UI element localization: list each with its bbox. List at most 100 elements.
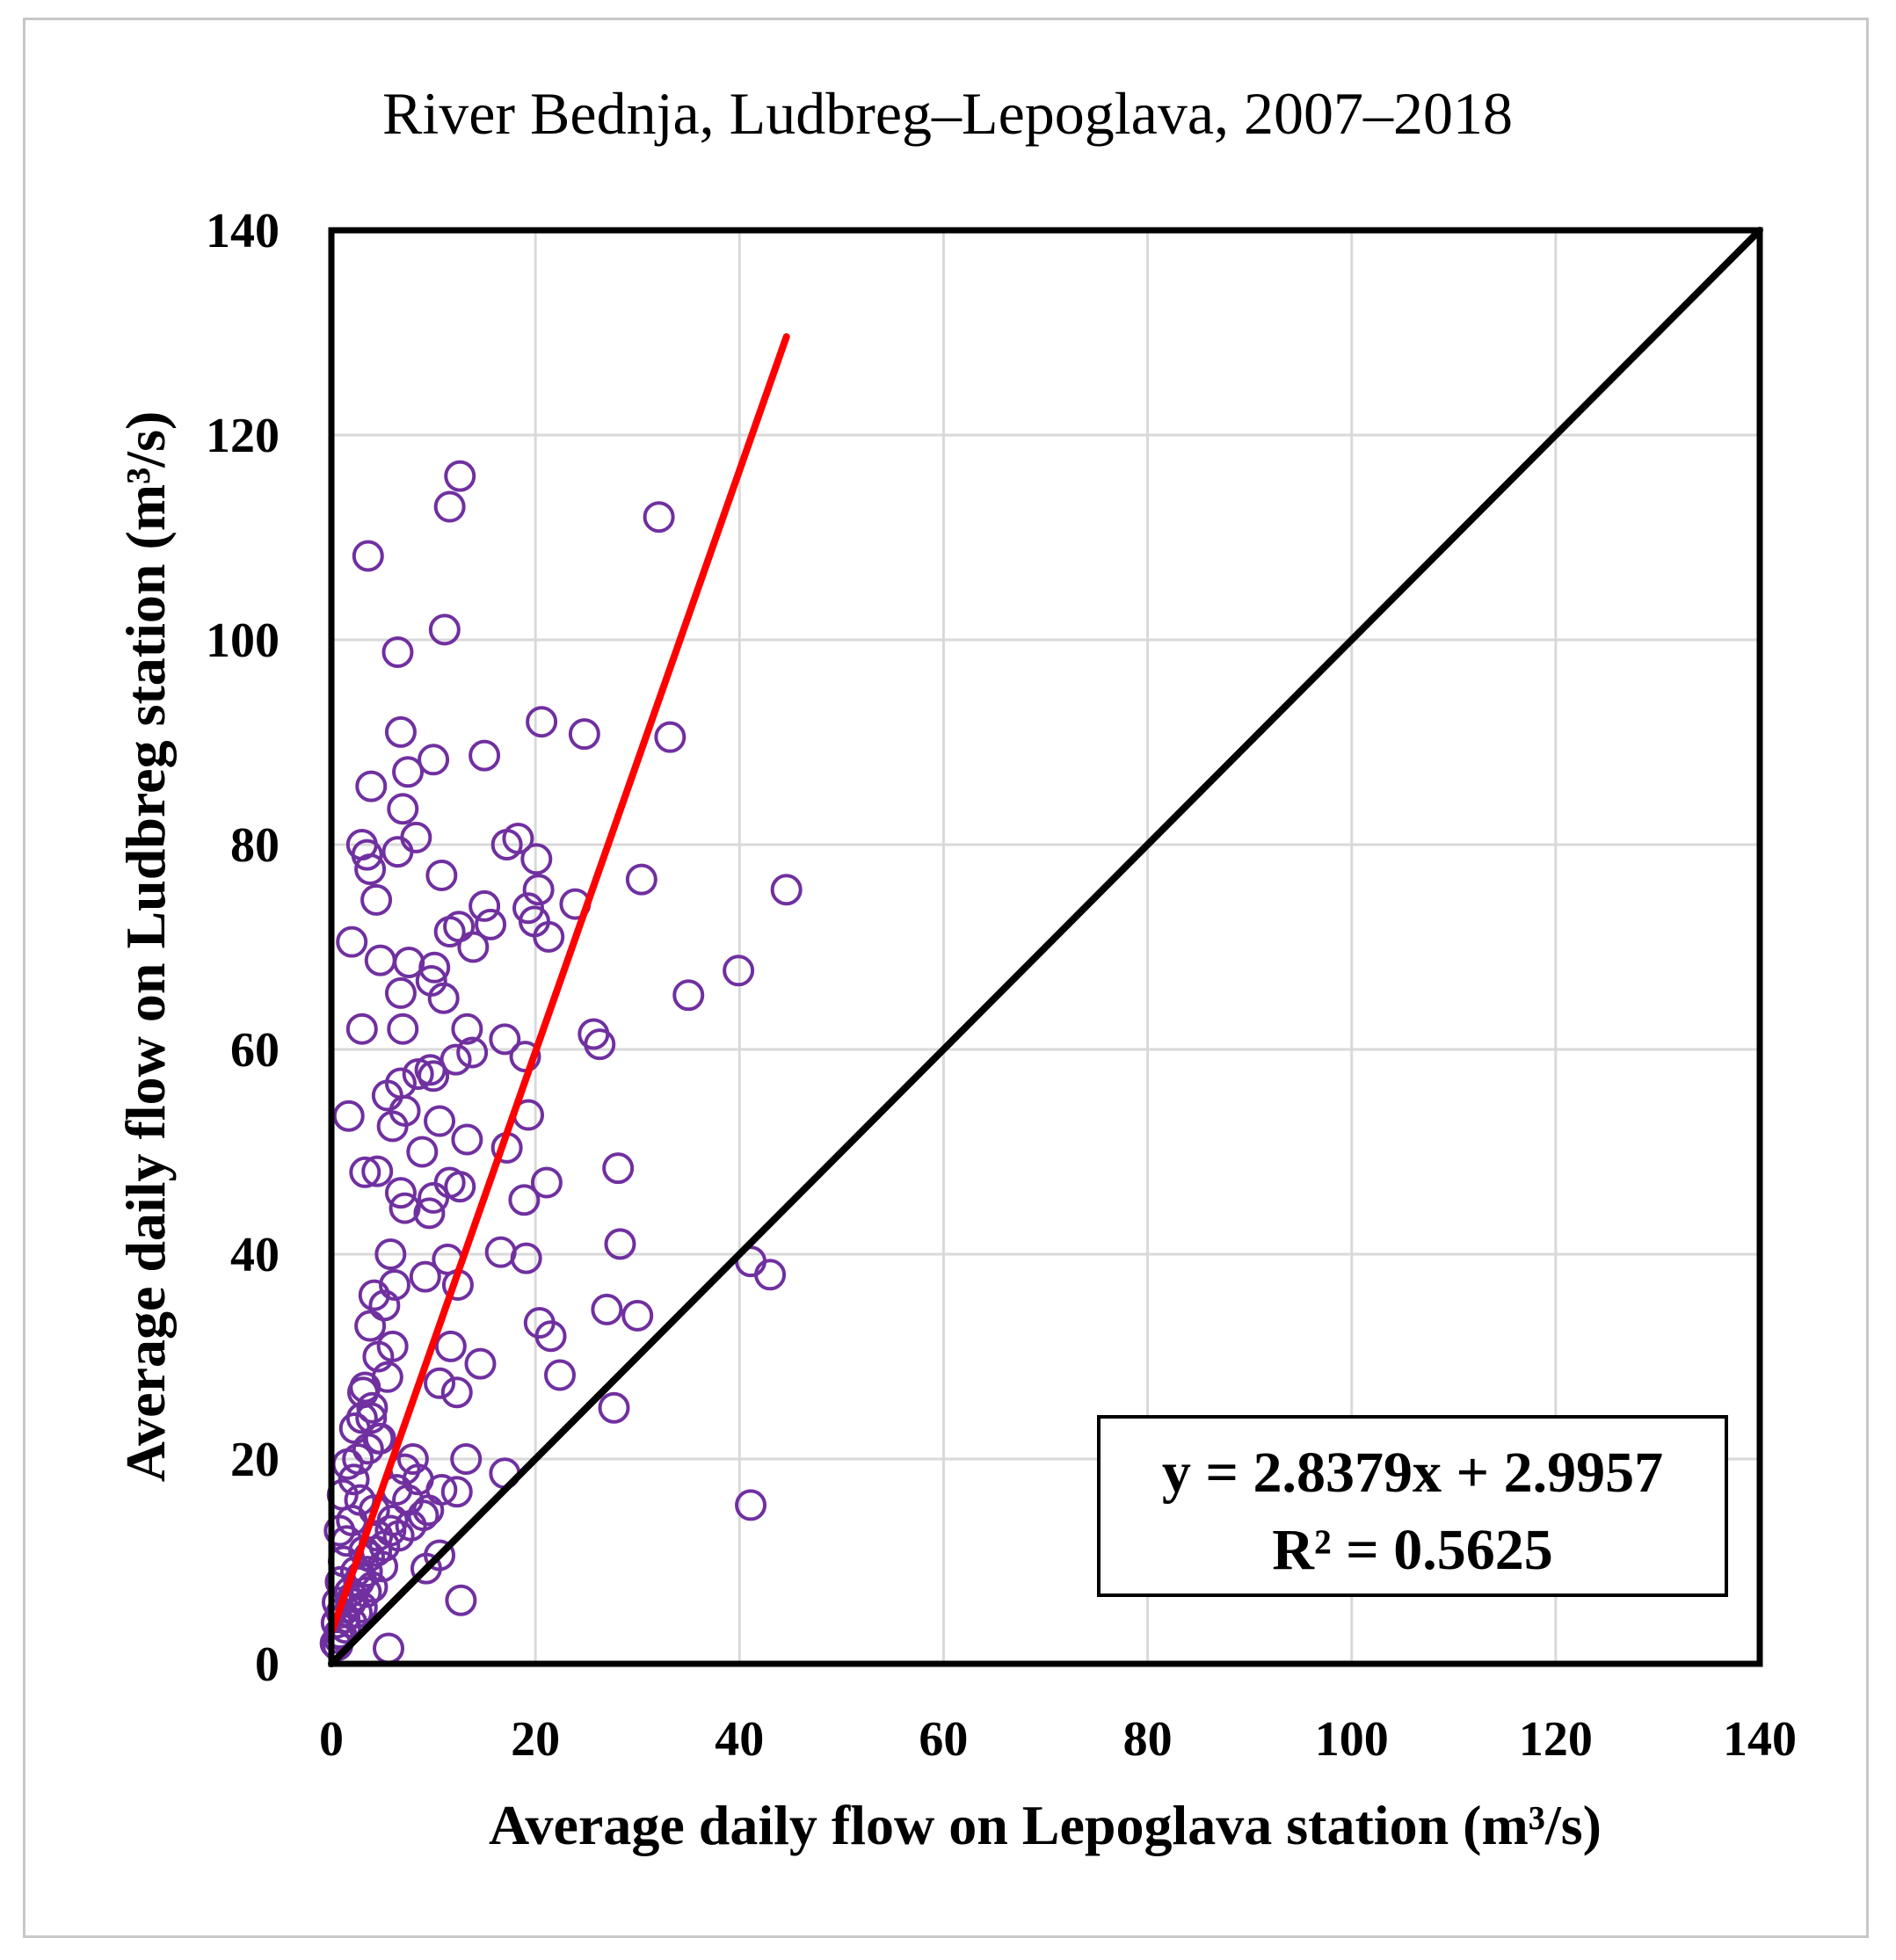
data-point-0-0 <box>444 460 476 492</box>
x-tick-label-6: 120 <box>1519 1712 1593 1767</box>
scatter-points <box>319 460 803 1665</box>
data-point-0-79 <box>604 1228 636 1260</box>
y-tick-label-2: 40 <box>230 1228 280 1282</box>
data-point-0-112 <box>371 1361 403 1393</box>
data-point-0-69 <box>602 1152 635 1185</box>
data-point-0-47 <box>387 1013 419 1045</box>
data-point-0-88 <box>621 1299 654 1332</box>
data-point-0-91 <box>434 1330 467 1362</box>
reference-lines <box>328 227 1763 1667</box>
data-point-0-26 <box>522 874 555 906</box>
data-point-0-1 <box>433 490 466 523</box>
data-point-0-59 <box>402 1057 434 1090</box>
data-point-0-151 <box>356 1571 389 1603</box>
data-point-0-111 <box>356 1391 389 1424</box>
data-point-0-43 <box>384 976 417 1009</box>
x-tick-label-0: 0 <box>319 1712 344 1767</box>
data-point-0-158 <box>350 1576 382 1608</box>
data-point-0-75 <box>508 1184 541 1216</box>
data-point-0-5 <box>381 635 414 668</box>
data-point-0-142 <box>337 1581 369 1614</box>
data-point-0-78 <box>413 1197 446 1230</box>
data-point-0-106 <box>354 1310 387 1342</box>
data-point-0-44 <box>427 982 460 1014</box>
data-point-0-12 <box>392 756 425 788</box>
data-point-0-170 <box>323 1514 356 1547</box>
data-point-0-48 <box>451 1013 483 1045</box>
data-point-0-56 <box>418 1060 450 1093</box>
data-point-0-90 <box>534 1320 567 1353</box>
data-point-0-71 <box>530 1166 563 1199</box>
data-point-0-100 <box>735 1489 767 1521</box>
data-point-0-68 <box>349 1156 381 1188</box>
data-point-0-84 <box>754 1259 787 1291</box>
data-point-0-109 <box>376 1330 409 1362</box>
data-point-0-131 <box>396 1443 429 1475</box>
data-point-0-51 <box>489 1023 521 1056</box>
data-point-0-55 <box>456 1036 489 1069</box>
data-point-0-63 <box>376 1110 409 1143</box>
x-tick-label-7: 140 <box>1723 1712 1797 1767</box>
data-point-0-6 <box>526 706 558 738</box>
data-point-0-167 <box>338 1412 371 1445</box>
data-point-0-13 <box>355 770 388 802</box>
data-point-0-93 <box>544 1359 576 1391</box>
data-point-0-54 <box>439 1043 472 1076</box>
data-point-0-62 <box>424 1105 456 1137</box>
data-point-0-163 <box>425 1473 458 1506</box>
data-point-0-16 <box>381 836 414 868</box>
data-point-0-67 <box>406 1136 439 1168</box>
data-point-0-77 <box>418 1181 450 1214</box>
data-point-0-85 <box>409 1260 441 1293</box>
data-point-0-81 <box>510 1242 542 1274</box>
data-point-0-80 <box>484 1236 517 1268</box>
data-point-0-10 <box>469 739 501 772</box>
data-point-0-103 <box>410 1552 442 1585</box>
data-point-0-24 <box>425 859 458 891</box>
data-point-0-129 <box>358 1494 390 1527</box>
data-point-0-104 <box>373 1632 404 1665</box>
x-tick-labels: 0 20 40 60 80 100 120 140 <box>319 1712 1797 1767</box>
data-point-0-96 <box>598 1391 630 1424</box>
chart-title: River Bednja, Ludbreg–Lepoglava, 2007–20… <box>382 80 1513 147</box>
data-point-0-74 <box>384 1177 417 1209</box>
data-point-0-99 <box>440 1476 473 1508</box>
x-tick-label-4: 80 <box>1123 1712 1173 1767</box>
y-tick-label-5: 100 <box>206 613 280 668</box>
x-tick-label-1: 20 <box>511 1712 560 1767</box>
data-point-0-152 <box>345 1591 378 1623</box>
x-axis-label: Average daily flow on Lepoglava station … <box>489 1794 1602 1856</box>
data-point-0-157 <box>341 1596 374 1629</box>
regression-equation: y = 2.8379x + 2.9957 <box>1162 1441 1663 1505</box>
data-point-0-98 <box>450 1443 483 1475</box>
data-point-0-49 <box>578 1018 610 1050</box>
data-point-0-46 <box>345 1013 378 1045</box>
data-point-0-66 <box>451 1123 483 1156</box>
data-point-0-9 <box>384 715 417 748</box>
data-point-0-18 <box>351 838 383 871</box>
data-point-0-73 <box>444 1171 476 1203</box>
y-tick-labels: 0 20 40 60 80 100 120 140 <box>206 204 280 1692</box>
data-point-0-36 <box>457 931 490 963</box>
data-point-0-21 <box>502 823 534 855</box>
trendline <box>329 333 790 1634</box>
data-point-0-161 <box>395 1509 427 1542</box>
data-point-0-105 <box>358 1279 390 1311</box>
data-point-0-40 <box>418 951 451 984</box>
data-point-0-150 <box>367 1550 399 1583</box>
data-point-0-70 <box>361 1155 394 1187</box>
data-point-0-61 <box>332 1100 365 1132</box>
y-tick-label-3: 60 <box>230 1023 280 1078</box>
data-point-0-19 <box>354 853 387 885</box>
data-point-0-29 <box>469 889 501 922</box>
data-point-0-2 <box>643 501 675 534</box>
plot-area-border <box>328 227 1763 1667</box>
data-point-0-3 <box>352 540 384 572</box>
data-point-0-42 <box>723 955 755 987</box>
data-point-0-4 <box>428 613 461 646</box>
data-point-0-171 <box>374 1238 407 1270</box>
data-point-0-8 <box>654 721 686 753</box>
x-tick-label-5: 100 <box>1315 1712 1389 1767</box>
data-point-0-28 <box>360 883 393 916</box>
